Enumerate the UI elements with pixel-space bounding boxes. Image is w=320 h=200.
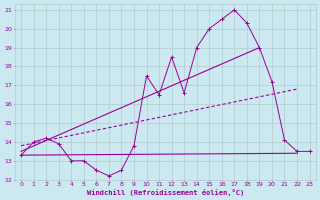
X-axis label: Windchill (Refroidissement éolien,°C): Windchill (Refroidissement éolien,°C): [87, 189, 244, 196]
